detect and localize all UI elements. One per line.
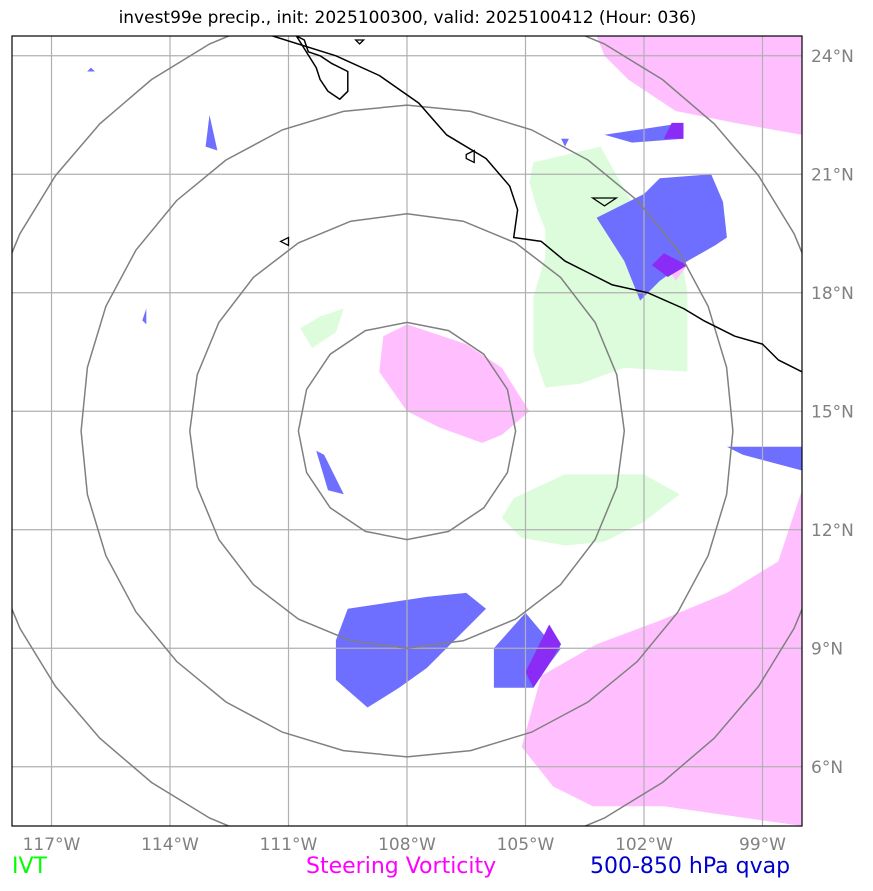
range-rings [12,36,802,826]
map-frame [11,35,803,827]
qvap-region [596,174,727,301]
lon-tick-label: 114°W [141,835,199,850]
range-ring [189,213,626,650]
ivt-region [501,474,680,546]
vorticity-region [521,490,802,826]
legend-ivt: IVT [12,854,47,879]
lon-tick-label: 102°W [615,835,673,850]
lon-tick-label: 111°W [260,835,318,850]
qvap-vorticity-overlap-layer [525,122,688,688]
lat-tick-label: 24°N [811,47,854,67]
range-ring [80,104,734,758]
qvap-region [561,138,569,147]
ivt-region [529,146,688,388]
vorticity-region [379,324,530,443]
range-ring [12,36,802,826]
vorticity-region-layer [379,36,802,826]
lon-tick-label: 99°W [739,835,786,850]
island-outline [465,149,475,164]
lat-tick-label: 18°N [811,284,854,304]
lat-tick-label: 9°N [811,639,843,659]
coastline-baja [295,36,349,100]
ivt-region-layer [300,146,688,546]
legend-qvap: 500-850 hPa qvap [590,854,791,879]
axis-ticks: 117°W 114°W 111°W 108°W 105°W 102°W 99°W 6°N 9°N… [23,47,854,850]
lat-tick-label: 21°N [811,165,854,185]
qvap-region [87,67,95,72]
coastline-mainland [272,36,802,373]
map-area [12,36,802,826]
island-outline [279,236,290,247]
qvap-region [316,450,344,495]
map-figure: 117°W 114°W 111°W 108°W 105°W 102°W 99°W 6°N 9°N… [11,35,854,850]
ivt-region [300,308,344,348]
lat-tick-label: 15°N [811,402,854,422]
lat-tick-label: 12°N [811,521,854,541]
legend-steering-vorticity: Steering Vorticity [306,854,497,879]
qvap-vorticity-overlap [663,122,684,139]
lon-tick-label: 117°W [23,835,81,850]
qvap-region [142,308,147,325]
vorticity-region [596,36,802,135]
lon-tick-label: 108°W [378,835,436,850]
coastlines [272,36,802,373]
qvap-vorticity-overlap [525,624,562,688]
lat-tick-label: 6°N [811,758,843,778]
qvap-region [726,446,802,471]
plot-title: invest99e precip., init: 2025100300, val… [118,8,697,28]
island-outline [354,39,366,45]
qvap-region [335,592,486,708]
lon-tick-label: 105°W [497,835,555,850]
gridlines [12,36,802,826]
island-outline [590,197,619,207]
qvap-region [205,115,218,151]
qvap-vorticity-overlap [651,253,688,277]
range-ring [297,321,517,541]
